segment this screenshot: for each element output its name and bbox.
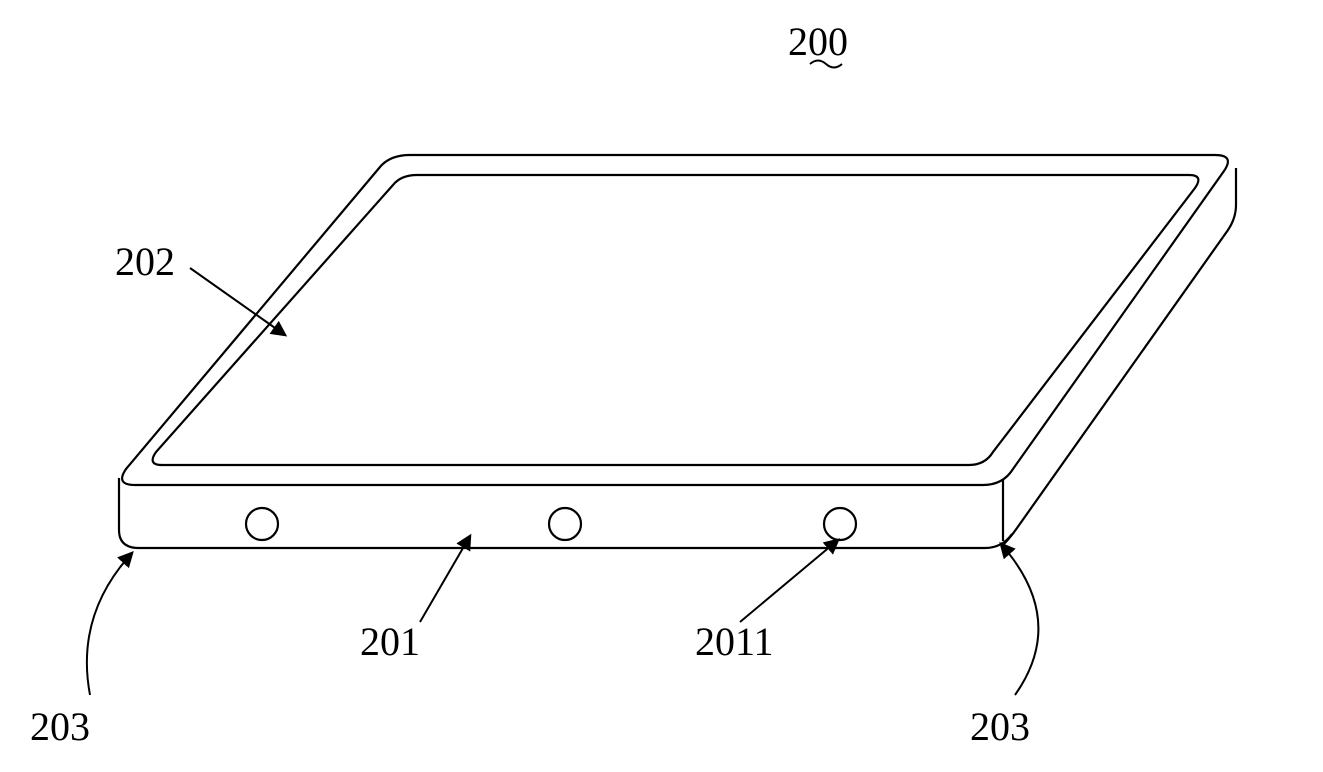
label-203-right: 203 [970,704,1030,749]
label-2011: 2011 [695,619,774,664]
leader-203-right [1001,544,1038,695]
label-203-left: 203 [30,704,90,749]
right-side-face [1004,168,1236,544]
leader-202 [190,268,285,335]
hole-1 [246,508,278,540]
patent-figure: 200 202 201 2011 203 203 [0,0,1323,772]
label-201: 201 [360,619,420,664]
label-202: 202 [115,239,175,284]
label-200: 200 [788,19,848,64]
leader-203-left [87,553,132,695]
leader-2011 [740,540,838,622]
top-face-outer [122,155,1228,485]
top-face-inner [153,175,1199,465]
hole-3 [824,508,856,540]
hole-2 [549,508,581,540]
